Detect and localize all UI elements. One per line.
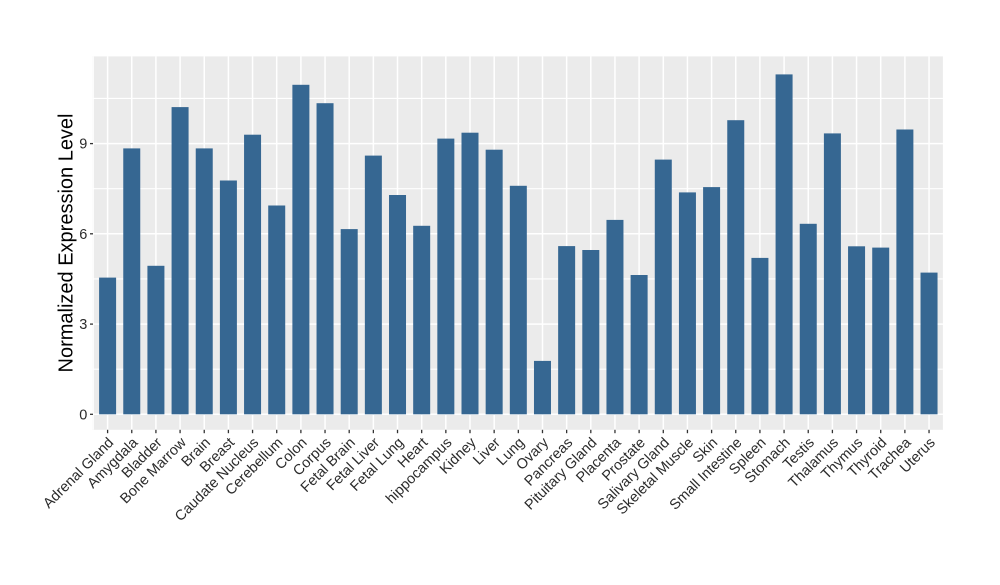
svg-text:6: 6 — [79, 227, 87, 243]
svg-text:Normalized Expression Level: Normalized Expression Level — [55, 113, 77, 372]
svg-text:9: 9 — [79, 137, 87, 153]
svg-text:3: 3 — [79, 317, 87, 333]
svg-text:0: 0 — [79, 407, 87, 423]
